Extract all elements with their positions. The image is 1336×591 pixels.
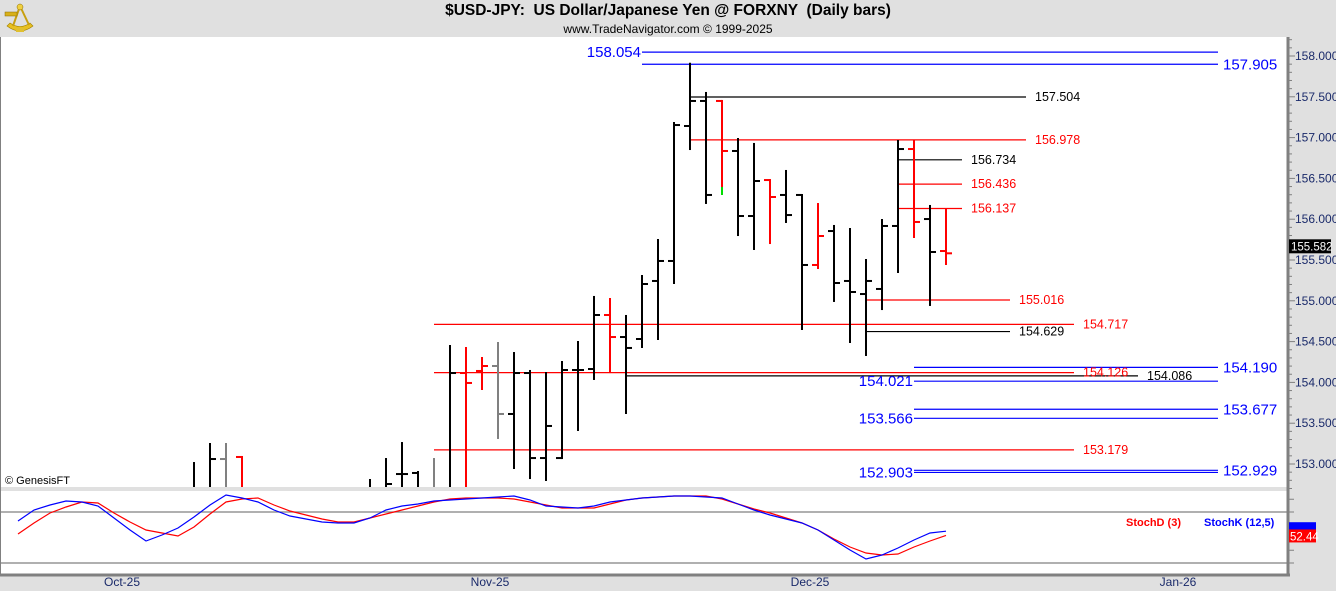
price-level-label: 157.905 [1223, 56, 1277, 73]
chart-subtitle: www.TradeNavigator.com © 1999-2025 [563, 22, 773, 36]
price-level-label: 156.978 [1035, 133, 1080, 147]
ohlc-bar [524, 369, 536, 480]
chart-title: $USD-JPY: US Dollar/Japanese Yen @ FORXN… [445, 2, 891, 19]
last-price-label: 155.582 [1291, 241, 1333, 253]
price-level-label: 155.016 [1019, 293, 1064, 307]
ohlc-bar [492, 341, 504, 439]
legend-stochd: StochD (3) [1126, 517, 1181, 529]
price-panel [0, 37, 1288, 487]
price-level-label: 156.734 [971, 153, 1016, 167]
ohlc-bar [684, 62, 696, 151]
ohlc-bar [556, 361, 568, 460]
price-level-label: 152.903 [859, 464, 913, 481]
stochastic-line-k [17, 494, 947, 560]
price-axis-label: 154.000 [1295, 375, 1336, 389]
price-axis-label: 153.500 [1295, 416, 1336, 430]
price-axis-label: 157.500 [1295, 90, 1336, 104]
ohlc-bar [620, 314, 632, 414]
price-level-label: 154.086 [1147, 369, 1192, 383]
ohlc-bar [732, 137, 744, 237]
price-axis-label: 156.500 [1295, 171, 1336, 185]
ohlc-bar [540, 372, 552, 481]
ohlc-bar [652, 239, 664, 340]
time-axis-label: Jan-26 [1160, 575, 1197, 589]
ohlc-bar [572, 341, 584, 431]
ohlc-bar [828, 224, 840, 302]
sextant-logo-icon [3, 2, 37, 34]
price-level-label: 153.677 [1223, 401, 1277, 418]
ohlc-bar [860, 259, 872, 356]
ohlc-bar [892, 140, 904, 273]
time-axis: Oct-25 Nov-25 Dec-25 Jan-26 [104, 575, 1197, 589]
last-price-box [1289, 239, 1331, 254]
ohlc-bar [369, 478, 371, 487]
stochastic-lines [0, 494, 1288, 564]
price-axis-label: 155.000 [1295, 294, 1336, 308]
price-level-label: 152.929 [1223, 462, 1277, 479]
stochastic-axis: 52.44 [1288, 498, 1319, 564]
time-axis-label: Nov-25 [471, 575, 510, 589]
time-axis-label: Dec-25 [791, 575, 830, 589]
price-level-label: 154.717 [1083, 317, 1128, 331]
stochd-last-label: 52.44 [1290, 531, 1319, 543]
price-axis-label: 158.000 [1295, 49, 1336, 63]
ohlc-bar [844, 227, 856, 344]
price-axis: 158.000 157.500 157.000 156.500 156.000 155.5… [1288, 39, 1336, 489]
stochastic-panel [0, 491, 1288, 574]
ohlc-bar [508, 352, 520, 469]
price-level-label: 154.190 [1223, 359, 1277, 376]
ohlc-bars [193, 62, 952, 487]
ohlc-bar [396, 442, 408, 487]
ohlc-bar [940, 208, 952, 265]
ohlc-bar [604, 298, 616, 374]
price-axis-label: 154.500 [1295, 335, 1336, 349]
copyright-text: © GenesisFT [5, 475, 70, 487]
price-level-labels: 158.054 157.905 157.504 156.978 156.734 156.4… [587, 44, 1277, 481]
stochd-last-box [1289, 529, 1316, 543]
price-level-label: 156.436 [971, 177, 1016, 191]
price-levels [434, 51, 1218, 474]
time-axis-label: Oct-25 [104, 575, 140, 589]
price-level-label: 153.179 [1083, 443, 1128, 457]
ohlc-bar [668, 121, 680, 285]
ohlc-bar [924, 204, 936, 306]
price-level-label: 156.137 [971, 202, 1016, 216]
ohlc-bar [812, 203, 824, 269]
ohlc-bar [433, 458, 435, 487]
price-level-label: 154.021 [859, 373, 913, 390]
price-axis-label: 153.000 [1295, 457, 1336, 471]
ohlc-bar [716, 99, 728, 195]
ohlc-bar [236, 455, 243, 487]
ohlc-bar [209, 443, 216, 487]
ohlc-bar [193, 462, 195, 487]
ohlc-bar [764, 179, 776, 245]
ohlc-bar [796, 193, 808, 331]
ohlc-bar [385, 458, 392, 487]
ohlc-bar [636, 274, 648, 348]
ohlc-bar [748, 142, 760, 250]
price-level-label: 153.566 [859, 410, 913, 427]
ohlc-bar [412, 470, 419, 487]
ohlc-bar [700, 91, 712, 204]
price-level-label: 157.504 [1035, 90, 1080, 104]
ohlc-bar [908, 140, 920, 238]
price-level-label: 154.629 [1019, 325, 1064, 339]
ohlc-bar [876, 219, 888, 311]
price-level-label: 154.126 [1083, 366, 1128, 380]
ohlc-bar [460, 346, 472, 487]
price-axis-label: 156.000 [1295, 212, 1336, 226]
ohlc-bar [588, 295, 600, 380]
ohlc-bar [449, 345, 456, 487]
price-level-label: 158.054 [587, 44, 641, 61]
price-axis-label: 157.000 [1295, 131, 1336, 145]
price-axis-label: 155.500 [1295, 253, 1336, 267]
ohlc-bar [780, 169, 792, 223]
ohlc-bar [220, 443, 227, 487]
legend-stochk: StochK (12,5) [1204, 517, 1275, 529]
ohlc-bar [476, 357, 488, 391]
